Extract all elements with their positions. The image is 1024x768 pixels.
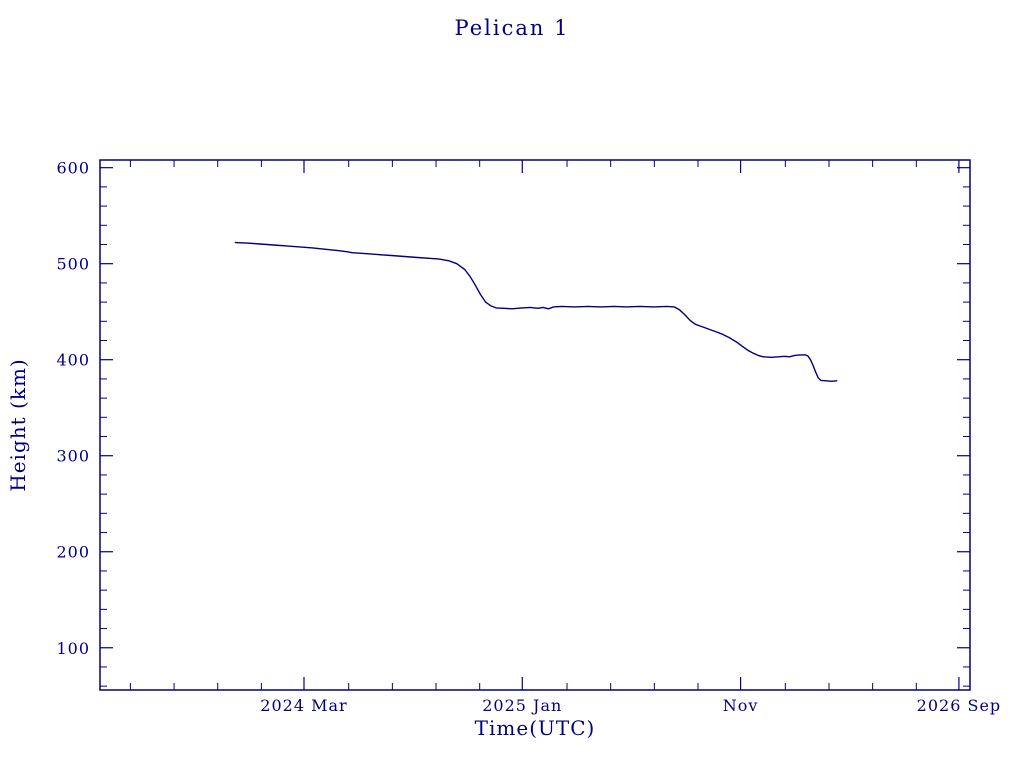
height-data-line: [234, 241, 838, 382]
x-tick-label: 2025 Jan: [482, 696, 562, 715]
x-tick-label: 2024 Mar: [260, 696, 347, 715]
chart-title: Pelican 1: [454, 16, 570, 40]
y-tick-label: 100: [56, 639, 90, 658]
plot-frame: [99, 159, 971, 691]
y-tick-label: 400: [56, 351, 90, 370]
y-tick-label: 600: [56, 159, 90, 178]
x-tick-label: 2026 Sep: [917, 696, 1001, 715]
x-axis-label: Time(UTC): [474, 716, 596, 740]
y-tick-label: 300: [56, 447, 90, 466]
y-tick-label: 500: [56, 255, 90, 274]
y-tick-label: 200: [56, 543, 90, 562]
x-tick-label: Nov: [723, 696, 759, 715]
y-axis-label: Height (km): [6, 358, 30, 492]
